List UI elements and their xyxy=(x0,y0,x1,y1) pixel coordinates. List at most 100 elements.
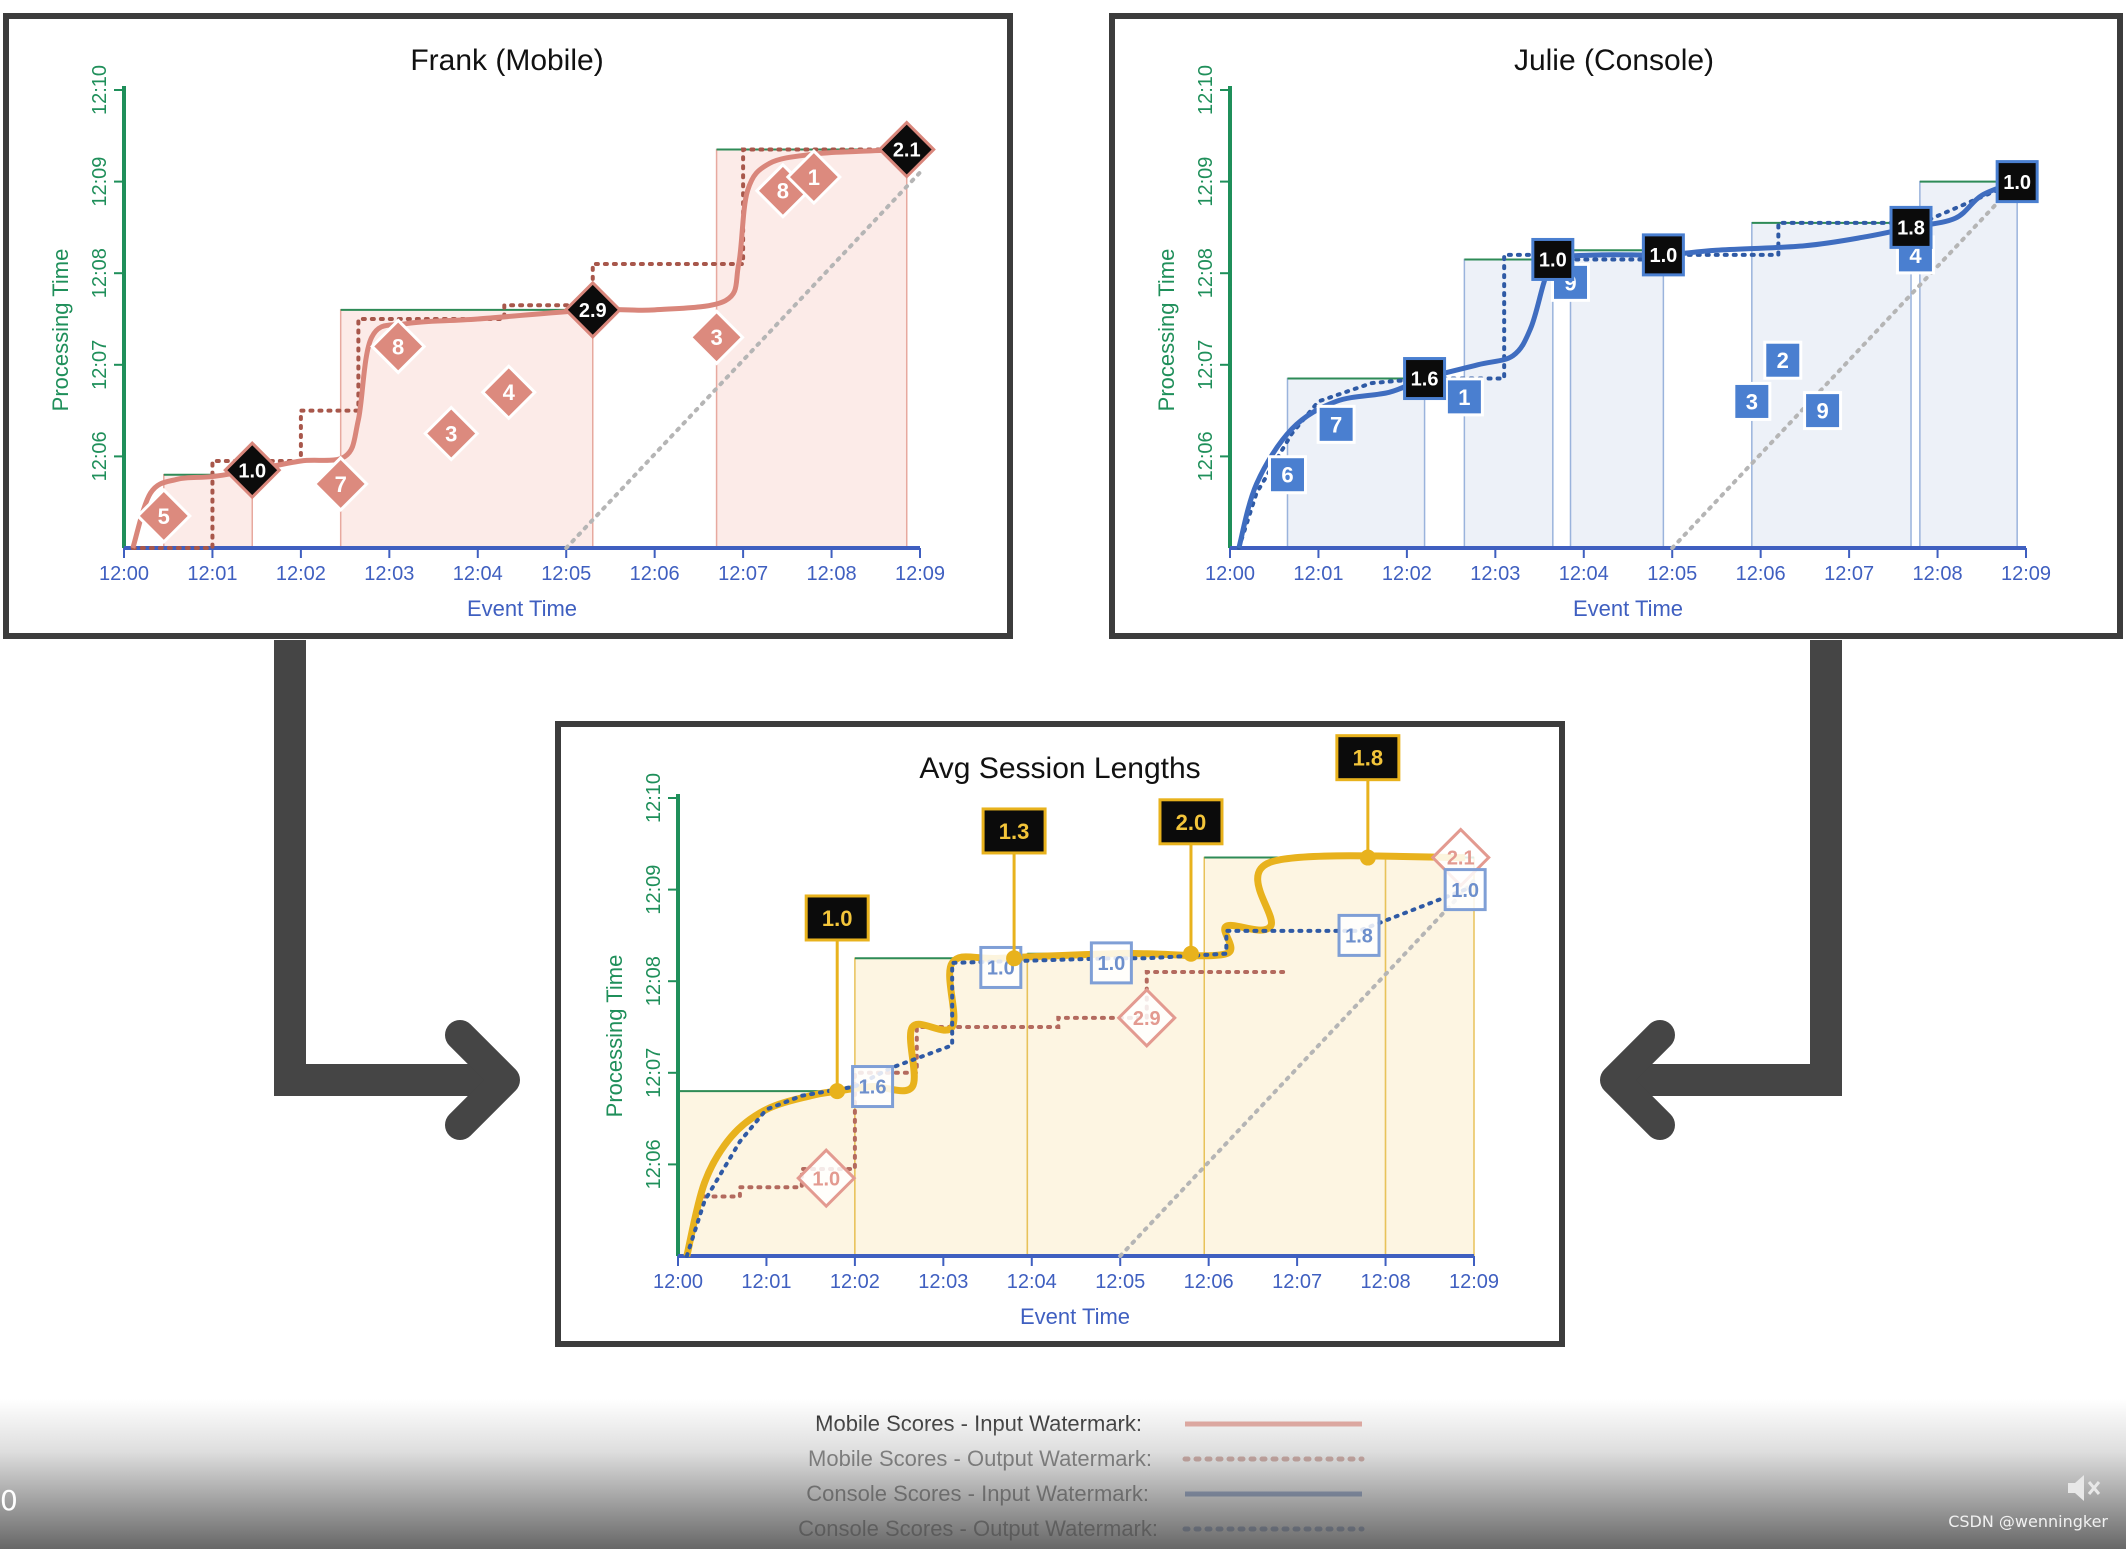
frank-event-label: 3 xyxy=(710,325,722,350)
avg-y-tick-label: 12:08 xyxy=(643,956,665,1006)
frank-result xyxy=(877,120,936,179)
avg-ylabel: Processing Time xyxy=(602,955,627,1118)
avg-callout-box xyxy=(804,894,870,942)
julie-x-tick-label: 12:05 xyxy=(1647,563,1697,585)
avg-x-tick-label: 12:05 xyxy=(1095,1271,1145,1293)
avg-console-output-watermark xyxy=(684,887,1468,1258)
frank-x-tick-label: 12:05 xyxy=(541,563,591,585)
frank-result-label: 2.1 xyxy=(893,140,921,162)
julie-plot: 12:00 12:01 12:02 12:03 12:04 12:05 12:06 12:07… xyxy=(1195,65,2051,585)
frank-event xyxy=(370,318,427,375)
julie-event-label: 1 xyxy=(1458,385,1470,410)
julie-y-tick-label: 12:07 xyxy=(1195,340,1217,390)
julie-event-label: 2 xyxy=(1777,348,1789,373)
avg-console-result-label: 1.8 xyxy=(1345,926,1373,948)
frank-y-tick-label: 12:09 xyxy=(89,157,111,207)
frank-event-label: 3 xyxy=(445,421,457,446)
julie-event xyxy=(1316,404,1356,444)
frank-y-tick-label: 12:07 xyxy=(89,340,111,390)
julie-result-label: 1.0 xyxy=(2003,172,2031,194)
mute-icon[interactable] xyxy=(2064,1469,2102,1507)
julie-xlabel: Event Time xyxy=(1573,596,1683,621)
frank-event xyxy=(423,405,480,462)
avg-x-tick-label: 12:03 xyxy=(918,1271,968,1293)
avg-x-tick-label: 12:04 xyxy=(1007,1271,1057,1293)
avg-title: Avg Session Lengths xyxy=(919,752,1200,785)
frank-x-tick-label: 12:08 xyxy=(807,563,857,585)
avg-y-tick-label: 12:07 xyxy=(643,1048,665,1098)
julie-x-tick-label: 12:00 xyxy=(1205,563,1255,585)
julie-event-label: 3 xyxy=(1746,389,1758,414)
julie-result-label: 1.8 xyxy=(1897,218,1925,240)
frank-event-label: 8 xyxy=(777,179,789,204)
frank-result xyxy=(563,280,622,339)
julie-x-tick-label: 12:01 xyxy=(1293,563,1343,585)
avg-mobile-result-label: 2.9 xyxy=(1133,1008,1161,1030)
julie-window xyxy=(1919,180,2018,549)
julie-x-tick-label: 12:08 xyxy=(1913,563,1963,585)
julie-event xyxy=(1267,455,1307,495)
julie-x-tick-label: 12:04 xyxy=(1559,563,1609,585)
frank-event-label: 8 xyxy=(392,334,404,359)
julie-x-tick-label: 12:07 xyxy=(1824,563,1874,585)
arrow-left xyxy=(274,640,520,1140)
frank-event-label: 4 xyxy=(503,380,516,405)
avg-callout-box xyxy=(1335,734,1401,782)
frank-event xyxy=(688,309,745,366)
frank-x-tick-label: 12:04 xyxy=(453,563,503,585)
legend-label-mobile-input: Mobile Scores - Input Watermark: xyxy=(815,1411,1142,1436)
frank-title: Frank (Mobile) xyxy=(410,44,603,77)
avg-y-tick-label: 12:06 xyxy=(643,1139,665,1189)
julie-result xyxy=(1889,205,1933,249)
avg-window xyxy=(1026,952,1205,1257)
legend-label-mobile-output: Mobile Scores - Output Watermark: xyxy=(808,1446,1152,1471)
frank-event-label: 1 xyxy=(808,165,820,190)
avg-x-tick-label: 12:07 xyxy=(1272,1271,1322,1293)
julie-result-label: 1.6 xyxy=(1411,369,1439,391)
avg-callout-label: 1.3 xyxy=(999,819,1030,844)
frank-event xyxy=(135,487,192,545)
avg-mobile-result xyxy=(796,1148,857,1209)
frank-plot: 12:00 12:01 12:02 12:03 12:04 12:05 12:06 12:07… xyxy=(89,65,945,585)
avg-result-dot xyxy=(1182,945,1199,962)
avg-callout-label: 2.0 xyxy=(1176,810,1207,835)
julie-event xyxy=(1763,340,1803,380)
frank-event xyxy=(312,455,369,513)
julie-event xyxy=(1444,377,1484,417)
avg-xlabel: Event Time xyxy=(1020,1304,1130,1329)
frank-x-tick-label: 12:09 xyxy=(895,563,945,585)
julie-event-label: 9 xyxy=(1816,399,1828,424)
frank-y-tick-label: 12:10 xyxy=(89,65,111,115)
julie-x-tick-label: 12:03 xyxy=(1470,563,1520,585)
frank-x-tick-label: 12:03 xyxy=(364,563,414,585)
frank-window xyxy=(715,148,908,549)
julie-event-label: 6 xyxy=(1281,463,1293,488)
avg-console-result-label: 1.0 xyxy=(1097,953,1125,975)
avg-callout-label: 1.0 xyxy=(822,906,853,931)
avg-callout-label: 1.8 xyxy=(1353,746,1384,771)
avg-result-dot xyxy=(1006,950,1023,967)
frank-x-tick-label: 12:07 xyxy=(718,563,768,585)
avg-console-result-label: 1.6 xyxy=(859,1077,887,1099)
julie-event xyxy=(1803,391,1843,431)
avg-x-tick-label: 12:02 xyxy=(830,1271,880,1293)
avg-console-result-label: 1.0 xyxy=(1451,880,1479,902)
frank-event xyxy=(785,148,842,206)
avg-mobile-result-label: 1.0 xyxy=(812,1168,840,1190)
frank-result xyxy=(223,441,282,500)
julie-event-label: 7 xyxy=(1330,412,1342,437)
avg-x-tick-label: 12:01 xyxy=(741,1271,791,1293)
julie-event-label: 4 xyxy=(1909,243,1922,268)
julie-y-tick-label: 12:10 xyxy=(1195,65,1217,115)
julie-x-tick-label: 12:02 xyxy=(1382,563,1432,585)
avg-callout-box xyxy=(1158,798,1224,846)
julie-y-tick-label: 12:06 xyxy=(1195,431,1217,481)
avg-console-result xyxy=(1337,913,1381,957)
avg-x-tick-label: 12:08 xyxy=(1361,1271,1411,1293)
playback-time: 0 xyxy=(0,1484,18,1517)
frank-event-label: 7 xyxy=(335,472,347,497)
avg-console-result xyxy=(1089,941,1133,985)
avg-y-tick-label: 12:10 xyxy=(643,773,665,823)
julie-result-label: 1.0 xyxy=(1539,250,1567,272)
